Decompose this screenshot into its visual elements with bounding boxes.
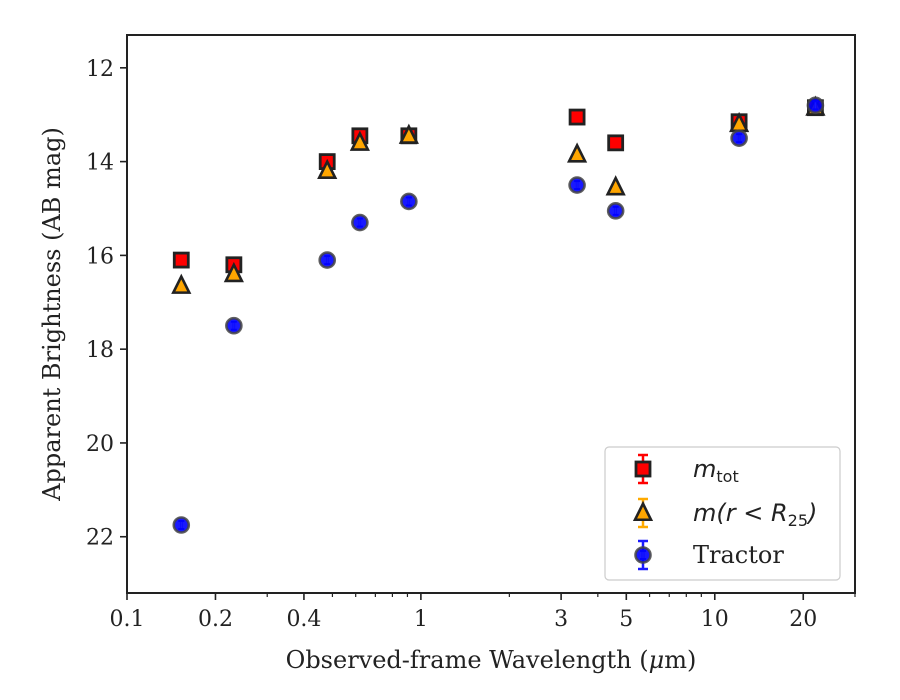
mtot-point (607, 134, 625, 152)
x-tick-label: 0.4 (286, 607, 321, 632)
tractor-point (606, 202, 625, 220)
y-tick-label: 16 (86, 244, 114, 269)
legend-label-m-r25: m(r < R25) (693, 499, 817, 530)
x-tick-label: 20 (789, 607, 817, 632)
data-marks (171, 95, 826, 534)
legend-box (604, 446, 841, 581)
y-tick-label: 12 (86, 57, 114, 82)
legend-marker-tractor-symbol (634, 546, 652, 564)
y-tick-label: 22 (86, 526, 114, 551)
y-tick-label: 14 (86, 151, 114, 176)
tractor-point (806, 96, 825, 115)
tractor-point (351, 213, 369, 232)
mtot-point (568, 108, 586, 126)
legend-label-mtot: mtot (693, 455, 739, 486)
legend: mtot m(r < R25) Tractor (604, 446, 841, 581)
tractor-point (318, 251, 337, 269)
m-r25-point (566, 142, 588, 163)
legend-marker-m-r25 (632, 497, 654, 529)
m-r25-point (605, 175, 626, 196)
plot-frame (126, 34, 856, 594)
m-r25-point (223, 261, 244, 283)
x-tick-label: 5 (619, 607, 633, 632)
x-tick-label: 10 (701, 607, 729, 632)
legend-marker-mtot-symbol (634, 460, 652, 478)
x-tick-label: 0.1 (110, 607, 145, 632)
m-r25-point (171, 273, 192, 294)
m-r25-point (398, 123, 419, 144)
mtot-point (172, 251, 190, 269)
tractor-point (400, 192, 418, 211)
y-tick-label: 18 (86, 338, 114, 363)
y-tick-label: 20 (86, 432, 114, 457)
y-axis-label: Apparent Brightness (AB mag) (38, 127, 66, 502)
legend-marker-mtot (634, 453, 652, 485)
tractor-point (225, 316, 243, 335)
x-tick-label: 0.2 (198, 607, 233, 632)
x-tick-label: 3 (554, 607, 568, 632)
legend-marker-m-r25-symbol (632, 500, 654, 522)
x-tick-label: 1 (414, 607, 428, 632)
legend-label-tractor: Tractor (693, 541, 784, 569)
m-r25-point (317, 158, 338, 180)
legend-markers (632, 453, 654, 571)
axis-ticks: 0.1 0.2 0.4 1 3 5 10 20 12 14 16 18 20 22 (86, 57, 856, 632)
legend-marker-tractor (634, 539, 652, 571)
x-axis-label: Observed-frame Wavelength (μm) (286, 646, 697, 674)
tractor-point (730, 129, 748, 147)
tractor-point (172, 516, 191, 534)
m-r25-point (349, 130, 370, 151)
tractor-point (568, 176, 586, 194)
